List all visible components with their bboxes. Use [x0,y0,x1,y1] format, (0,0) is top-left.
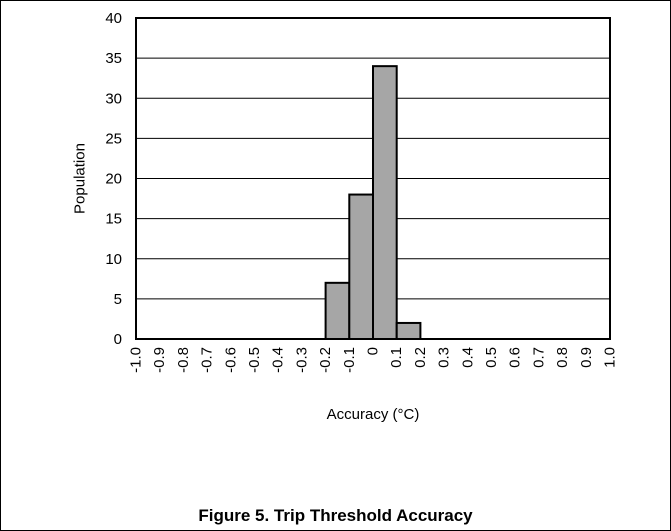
x-tick-label: 0 [365,347,382,355]
x-axis-title: Accuracy (°C) [327,406,420,423]
histogram-bar [324,281,351,341]
x-tick-label: -0.9 [151,347,168,373]
x-tick-label: 0.1 [388,347,405,368]
histogram-chart: 0 5 10 15 20 25 30 35 40 -1.0 -0.9 -0.8 -0.7 -0.6 -0.… [72,10,619,423]
figure-caption: Figure 5. Trip Threshold Accuracy [198,506,473,525]
y-tick-label: 0 [114,331,122,348]
y-tick-label: 10 [105,251,122,268]
y-axis-title: Population [72,143,89,214]
grid-lines [136,57,610,300]
y-axis-ticks: 0 5 10 15 20 25 30 35 40 [105,10,122,348]
y-tick-label: 5 [114,291,122,308]
x-tick-label: 1.0 [602,347,619,368]
bars [324,65,422,341]
x-tick-label: -1.0 [128,347,145,373]
x-tick-label: -0.6 [222,347,239,373]
x-tick-label: 0.9 [578,347,595,368]
y-tick-label: 40 [105,10,122,27]
x-tick-label: 0.6 [507,347,524,368]
histogram-bar [348,193,374,340]
x-tick-label: 0.5 [483,347,500,368]
y-tick-label: 25 [105,130,122,147]
histogram-bar [395,321,422,341]
x-tick-label: -0.1 [341,347,358,373]
x-tick-label: 0.2 [412,347,429,368]
y-tick-label: 15 [105,211,122,228]
x-axis-ticks: -1.0 -0.9 -0.8 -0.7 -0.6 -0.5 -0.4 -0.3 -0.2 -0.1… [128,347,619,373]
x-tick-label: -0.3 [293,347,310,373]
y-tick-label: 20 [105,171,122,188]
y-tick-label: 30 [105,90,122,107]
x-tick-label: 0.7 [530,347,547,368]
histogram-bar [372,65,398,341]
x-tick-label: -0.2 [317,347,334,373]
plot-area-border [135,17,611,340]
y-tick-label: 35 [105,50,122,67]
x-tick-label: 0.3 [436,347,453,368]
x-tick-label: -0.7 [199,347,216,373]
x-tick-label: 0.8 [554,347,571,368]
x-tick-label: -0.4 [270,347,287,373]
x-tick-label: -0.5 [246,347,263,373]
x-tick-label: -0.8 [175,347,192,373]
x-tick-label: 0.4 [459,347,476,368]
